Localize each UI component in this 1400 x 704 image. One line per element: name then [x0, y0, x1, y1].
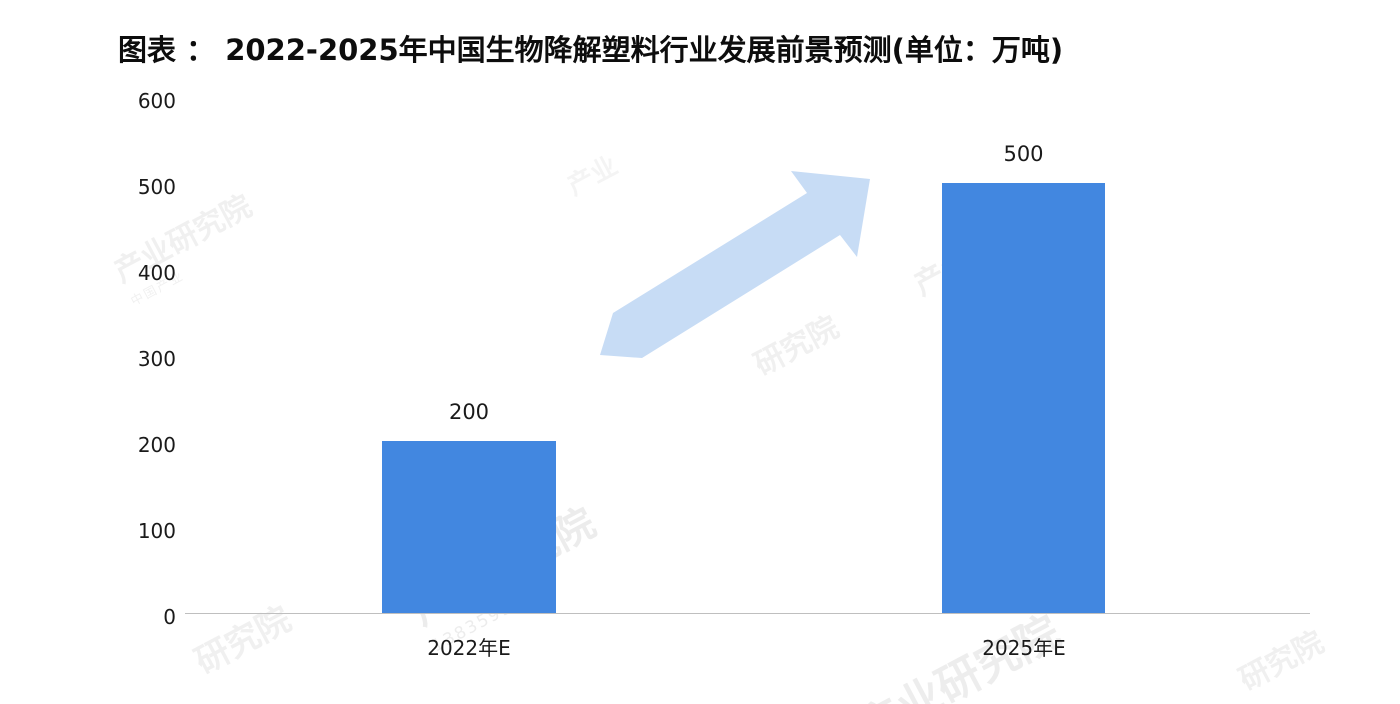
bar-value-label-2025: 500 — [1003, 142, 1044, 166]
chart-title: 图表 ： 2022-2025年中国生物降解塑料行业发展前景预测(单位：万吨) — [118, 33, 1064, 67]
x-axis-tick-2022: 2022年E — [427, 636, 511, 660]
y-axis-tick: 600 — [137, 89, 176, 113]
bar-2025[interactable] — [942, 183, 1105, 613]
y-axis-tick: 300 — [137, 347, 176, 371]
y-axis: 600 500 400 300 200 100 0 — [110, 0, 176, 704]
y-axis-tick: 400 — [137, 261, 176, 285]
x-axis-tick-2025: 2025年E — [982, 636, 1066, 660]
y-axis-tick: 100 — [137, 519, 176, 543]
bar-value-label-2022: 200 — [448, 400, 490, 424]
x-axis-baseline — [185, 613, 1310, 614]
y-axis-tick: 0 — [163, 605, 176, 629]
bar-2022[interactable] — [382, 441, 556, 613]
y-axis-tick: 200 — [137, 433, 176, 457]
y-axis-tick: 500 — [137, 175, 176, 199]
